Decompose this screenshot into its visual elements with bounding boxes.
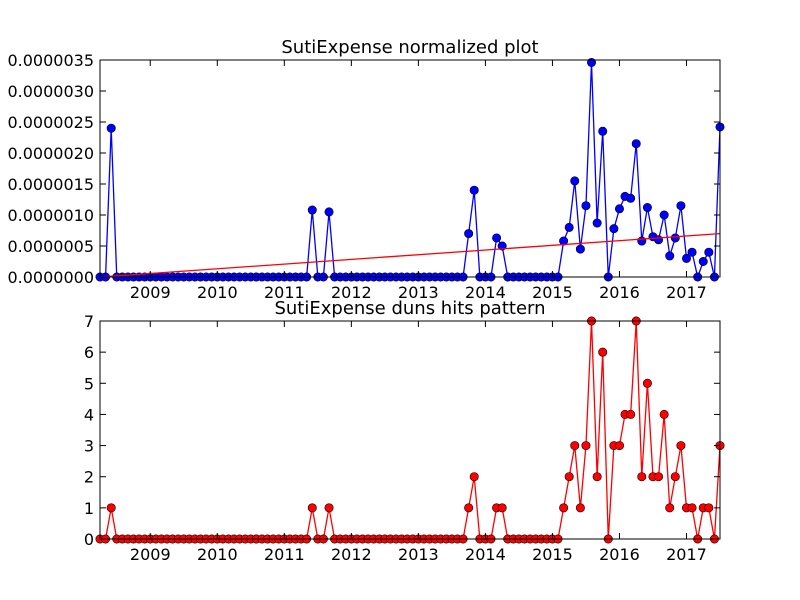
normalized-plot-ytick-label: 0.0000010 [7,206,94,225]
normalized-plot-plot-area [100,60,720,277]
normalized-plot-xtick-label: 2017 [666,283,707,302]
normalized-plot-point-83 [559,236,569,246]
normalized-plot-point-90 [598,126,608,136]
normalized-plot-title: SutiExpense normalized plot [281,37,538,58]
duns-hits-point-102 [665,503,675,513]
duns-hits-plot-area [100,321,720,539]
duns-hits-point-85 [570,441,580,451]
duns-hits-point-95 [626,409,636,419]
normalized-plot-point-108 [698,256,708,266]
normalized-plot-frame [99,59,721,278]
normalized-plot-point-92 [609,224,619,234]
duns-hits-xtick-label: 2017 [666,545,707,564]
duns-hits-point-90 [598,347,608,357]
normalized-plot-point-97 [637,236,647,246]
normalized-plot-point-38 [307,205,317,215]
normalized-plot-point-41 [324,207,334,217]
duns-hits-point-103 [670,472,680,482]
normalized-plot-point-95 [626,193,636,203]
duns-hits-xtick-label: 2011 [264,545,305,564]
duns-hits-point-87 [581,441,591,451]
normalized-plot-xtick-label: 2012 [331,283,372,302]
normalized-plot-point-101 [659,210,669,220]
normalized-plot-point-104 [676,201,686,211]
normalized-plot-point-66 [464,229,474,239]
normalized-plot-ytick-label: 0.0000035 [7,51,94,70]
normalized-plot-xtick-label: 2011 [264,283,305,302]
duns-hits-xtick-label: 2016 [599,545,640,564]
duns-hits-xtick-label: 2014 [465,545,506,564]
duns-hits-point-104 [676,441,686,451]
duns-hits-ytick-label: 5 [84,374,94,393]
normalized-plot-point-89 [592,218,602,228]
normalized-plot-ytick-label: 0.0000030 [7,82,94,101]
normalized-plot-point-71 [492,233,502,243]
duns-hits-point-83 [559,503,569,513]
normalized-plot-point-87 [581,201,591,211]
duns-hits-xtick-label: 2010 [197,545,238,564]
duns-hits-ytick-label: 3 [84,437,94,456]
duns-hits-ytick-label: 2 [84,468,94,487]
normalized-plot-xtick-label: 2010 [197,283,238,302]
duns-hits-panel: 0 1 2 3 4 5 6 7 2009 2010 2011 2012 2013 2014 2015 2016… [84,298,725,564]
normalized-plot-xtick-label: 2013 [398,283,439,302]
normalized-plot-series-1-line [99,232,721,278]
normalized-plot-ytick-label: 0.0000015 [7,175,94,194]
normalized-plot-point-96 [631,139,641,149]
duns-hits-ytick-label: 4 [84,405,94,424]
normalized-plot-point-109 [704,247,714,257]
duns-hits-point-66 [464,503,474,513]
duns-hits-point-89 [592,472,602,482]
duns-hits-point-97 [637,472,647,482]
duns-hits-point-67 [469,472,479,482]
normalized-plot-ytick-label: 0.0000005 [7,237,94,256]
duns-hits-title: SutiExpense duns hits pattern [274,298,545,319]
normalized-plot-point-106 [687,247,697,257]
duns-hits-point-98 [642,378,652,388]
duns-hits-frame [99,320,721,540]
duns-hits-xtick-label: 2013 [398,545,439,564]
duns-hits-point-38 [307,503,317,513]
normalized-plot-point-2 [106,123,116,133]
normalized-plot-point-85 [570,176,580,186]
normalized-plot-point-100 [654,235,664,245]
normalized-plot-point-86 [575,244,585,254]
duns-hits-ytick-label: 1 [84,499,94,518]
duns-hits-point-72 [497,503,507,513]
duns-hits-point-100 [654,472,664,482]
duns-hits-xtick-label: 2012 [331,545,372,564]
duns-hits-ytick-label: 6 [84,343,94,362]
normalized-plot-xtick-label: 2016 [599,283,640,302]
duns-hits-point-84 [564,472,574,482]
duns-hits-point-2 [106,503,116,513]
duns-hits-point-101 [659,409,669,419]
normalized-plot-point-103 [670,233,680,243]
normalized-plot-point-102 [665,251,675,261]
duns-hits-point-86 [575,503,585,513]
duns-hits-ytick-label: 0 [84,530,94,549]
duns-hits-point-109 [704,503,714,513]
normalized-plot-ytick-label: 0.0000000 [7,268,94,287]
normalized-plot-point-67 [469,185,479,195]
normalized-plot-point-93 [614,204,624,214]
duns-hits-point-41 [324,503,334,513]
duns-hits-xtick-label: 2015 [532,545,573,564]
normalized-plot-point-84 [564,222,574,232]
normalized-plot-panel: 0.0000000 0.0000005 0.0000010 0.0000015 0.00… [7,37,725,302]
normalized-plot-ytick-label: 0.0000020 [7,144,94,163]
normalized-plot-point-98 [642,203,652,213]
normalized-plot-point-105 [681,253,691,263]
duns-hits-point-93 [614,441,624,451]
normalized-plot-ytick-label: 0.0000025 [7,113,94,132]
duns-hits-ytick-label: 7 [84,312,94,331]
duns-hits-xtick-label: 2009 [130,545,171,564]
duns-hits-point-106 [687,503,697,513]
normalized-plot-xtick-label: 2014 [465,283,506,302]
normalized-plot-xtick-label: 2015 [532,283,573,302]
normalized-plot-xtick-label: 2009 [130,283,171,302]
